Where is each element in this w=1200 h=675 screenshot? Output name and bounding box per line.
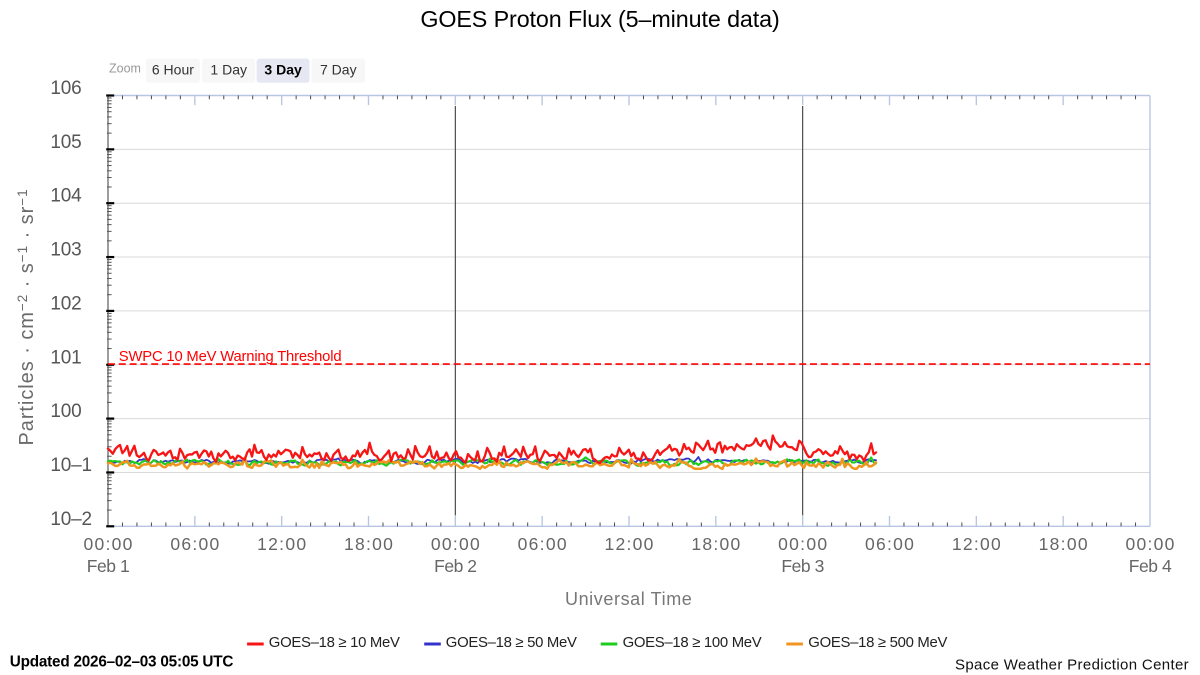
svg-text:12:00: 12:00 — [952, 534, 1002, 554]
svg-text:7 Day: 7 Day — [320, 61, 357, 77]
svg-text:Feb 3: Feb 3 — [781, 556, 824, 576]
svg-text:12:00: 12:00 — [604, 534, 654, 554]
svg-text:GOES–18 ≥ 100 MeV: GOES–18 ≥ 100 MeV — [623, 635, 762, 651]
svg-text:GOES–18 ≥ 10 MeV: GOES–18 ≥ 10 MeV — [269, 635, 400, 651]
svg-text:00:00: 00:00 — [1125, 534, 1175, 554]
svg-text:6 Hour: 6 Hour — [152, 61, 194, 77]
svg-text:06:00: 06:00 — [518, 534, 568, 554]
svg-text:105: 105 — [50, 132, 81, 153]
svg-text:18:00: 18:00 — [344, 534, 394, 554]
svg-text:Space Weather Prediction Cente: Space Weather Prediction Center — [955, 657, 1189, 674]
svg-text:3 Day: 3 Day — [264, 61, 302, 77]
svg-text:GOES Proton Flux (5–minute dat: GOES Proton Flux (5–minute data) — [420, 6, 779, 32]
svg-text:12:00: 12:00 — [257, 534, 307, 554]
svg-text:1 Day: 1 Day — [210, 61, 247, 77]
svg-text:00:00: 00:00 — [83, 534, 133, 554]
svg-text:Zoom: Zoom — [109, 62, 141, 76]
svg-text:SWPC 10 MeV Warning Threshold: SWPC 10 MeV Warning Threshold — [119, 349, 342, 365]
svg-text:18:00: 18:00 — [1039, 534, 1089, 554]
svg-text:GOES–18 ≥ 500 MeV: GOES–18 ≥ 500 MeV — [808, 635, 947, 651]
svg-text:00:00: 00:00 — [778, 534, 828, 554]
svg-text:Feb 2: Feb 2 — [434, 556, 477, 576]
svg-text:100: 100 — [50, 401, 81, 422]
svg-text:Particles · cm−2 · s−1 · sr−1: Particles · cm−2 · s−1 · sr−1 — [15, 188, 38, 445]
svg-text:103: 103 — [50, 240, 81, 261]
svg-text:00:00: 00:00 — [431, 534, 481, 554]
svg-text:106: 106 — [50, 78, 81, 99]
svg-text:Feb 4: Feb 4 — [1129, 556, 1172, 576]
svg-text:06:00: 06:00 — [865, 534, 915, 554]
svg-text:10–2: 10–2 — [50, 509, 91, 530]
svg-text:Updated 2026–02–03 05:05 UTC: Updated 2026–02–03 05:05 UTC — [10, 654, 234, 671]
svg-text:GOES–18 ≥ 50 MeV: GOES–18 ≥ 50 MeV — [446, 635, 577, 651]
svg-text:10–1: 10–1 — [50, 455, 91, 476]
svg-text:Feb 1: Feb 1 — [87, 556, 130, 576]
svg-text:102: 102 — [50, 293, 81, 314]
svg-text:104: 104 — [50, 186, 82, 207]
svg-text:Universal Time: Universal Time — [565, 589, 692, 609]
svg-text:18:00: 18:00 — [691, 534, 741, 554]
svg-text:06:00: 06:00 — [170, 534, 220, 554]
svg-text:101: 101 — [50, 347, 81, 368]
